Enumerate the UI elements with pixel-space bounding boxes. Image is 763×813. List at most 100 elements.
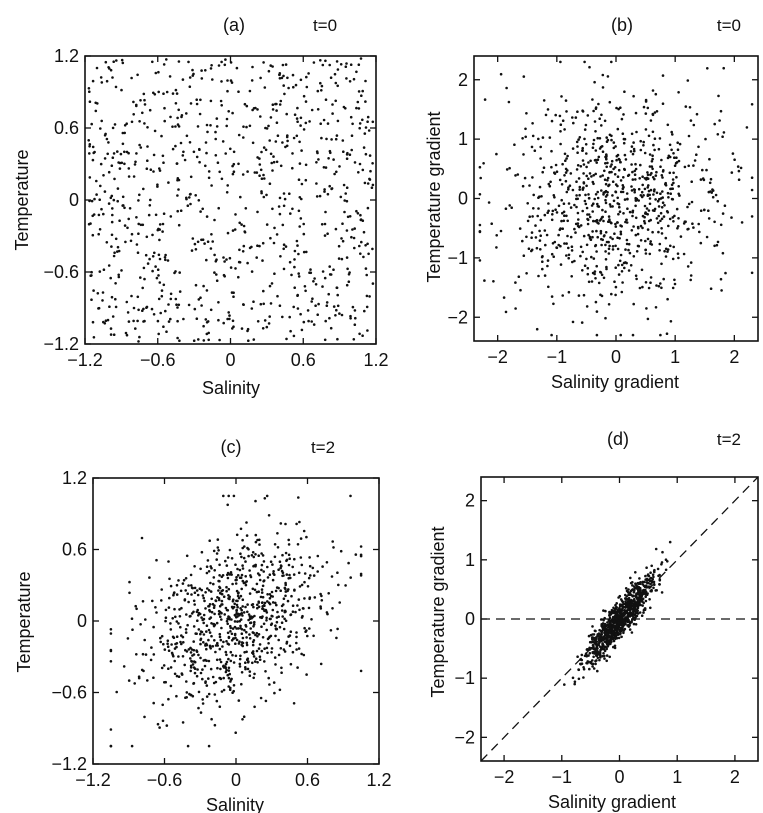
panel-c-point bbox=[239, 624, 242, 628]
panel-a-point bbox=[359, 218, 363, 222]
panel-c-point bbox=[209, 581, 212, 585]
panel-a-point bbox=[367, 252, 370, 256]
panel-b-point bbox=[718, 119, 721, 122]
panel-b-point bbox=[594, 277, 597, 280]
panel-c-point bbox=[135, 607, 138, 611]
panel-b-point bbox=[528, 215, 531, 218]
panel-b-point bbox=[550, 165, 553, 169]
panel-a-point bbox=[197, 338, 200, 341]
panel-a-point bbox=[330, 138, 333, 141]
panel-b-point bbox=[604, 231, 608, 234]
panel-b-point bbox=[617, 273, 621, 276]
panel-c-point bbox=[215, 621, 219, 625]
panel-a-point bbox=[335, 60, 339, 63]
panel-a-point bbox=[201, 207, 204, 211]
panel-a-point bbox=[163, 255, 167, 259]
panel-c-point bbox=[258, 538, 261, 542]
panel-b-point bbox=[677, 185, 680, 188]
panel-b-point bbox=[626, 197, 629, 201]
panel-c-point bbox=[232, 494, 236, 498]
panel-a-point bbox=[291, 73, 295, 77]
panel-d-point bbox=[590, 636, 594, 640]
panel-c-point bbox=[286, 599, 290, 603]
panel-c-point bbox=[227, 494, 230, 498]
panel-a-point bbox=[214, 137, 217, 141]
panel-a-point bbox=[286, 139, 289, 143]
panel-b-point bbox=[585, 243, 589, 247]
panel-a-point bbox=[188, 193, 192, 196]
panel-b-point bbox=[526, 219, 530, 223]
panel-b-point bbox=[552, 194, 556, 197]
panel-a-point bbox=[145, 306, 148, 310]
panel-c-point bbox=[177, 579, 180, 582]
panel-a-point bbox=[313, 277, 316, 280]
panel-b-point bbox=[730, 216, 733, 219]
panel-a-point bbox=[100, 119, 103, 123]
panel-a-point bbox=[165, 58, 168, 61]
panel-a-point bbox=[125, 122, 128, 125]
panel-d-point bbox=[598, 639, 602, 643]
panel-c-point bbox=[219, 592, 222, 595]
panel-b-point bbox=[576, 197, 579, 201]
panel-a-point bbox=[174, 144, 177, 148]
panel-b-point bbox=[644, 248, 647, 252]
panel-b-point bbox=[594, 244, 597, 248]
panel-a-point bbox=[90, 122, 93, 126]
panel-b-point bbox=[531, 122, 534, 125]
panel-a-point bbox=[274, 140, 278, 143]
panel-b-point bbox=[705, 168, 708, 172]
panel-b-point bbox=[632, 254, 636, 258]
panel-d-point bbox=[618, 617, 622, 620]
panel-c-point bbox=[269, 560, 273, 563]
panel-a-point bbox=[143, 98, 146, 102]
panel-c-point bbox=[252, 555, 256, 559]
panel-b-point bbox=[639, 239, 643, 242]
panel-c-point bbox=[171, 617, 174, 620]
panel-a-point bbox=[292, 334, 296, 338]
panel-c-point bbox=[160, 599, 163, 602]
panel-b-point bbox=[571, 320, 575, 324]
panel-c-ylabel: Temperature bbox=[14, 571, 34, 672]
panel-b-point bbox=[654, 92, 658, 96]
panel-c-point bbox=[302, 653, 306, 657]
panel-b-point bbox=[606, 176, 610, 180]
panel-c-point bbox=[180, 673, 184, 676]
panel-c-point bbox=[245, 650, 248, 654]
panel-c-point bbox=[239, 552, 242, 555]
panel-a-point bbox=[271, 108, 275, 111]
panel-c-point bbox=[272, 681, 276, 684]
panel-b-point bbox=[543, 274, 547, 277]
panel-b-xtick-label: 0 bbox=[611, 347, 621, 367]
panel-c-point bbox=[260, 588, 264, 591]
panel-c-point bbox=[278, 625, 282, 629]
panel-a-point bbox=[344, 192, 348, 195]
panel-b-point bbox=[567, 188, 570, 191]
panel-a-point bbox=[230, 81, 234, 84]
panel-c-point bbox=[167, 697, 170, 701]
panel-c-point bbox=[349, 494, 352, 498]
panel-c-point bbox=[254, 540, 258, 544]
panel-c-point bbox=[270, 647, 274, 650]
panel-c-point bbox=[300, 583, 304, 587]
panel-b-point bbox=[637, 199, 640, 202]
panel-b-point bbox=[672, 181, 675, 185]
panel-c-point bbox=[219, 667, 222, 671]
panel-c-point bbox=[199, 638, 202, 642]
panel-a-point bbox=[114, 297, 117, 301]
panel-a-point bbox=[283, 92, 286, 96]
panel-c-point bbox=[239, 594, 243, 598]
panel-a-point bbox=[198, 160, 201, 164]
panel-a-point bbox=[238, 221, 241, 225]
panel-b-point bbox=[537, 137, 540, 141]
panel-b-points bbox=[478, 60, 754, 337]
panel-b-point bbox=[508, 166, 511, 170]
panel-c-point bbox=[254, 533, 258, 537]
panel-b-point bbox=[651, 154, 654, 157]
panel-b-point bbox=[704, 137, 707, 141]
panel-b-point bbox=[649, 188, 653, 192]
panel-c-point bbox=[283, 610, 287, 614]
panel-c-point bbox=[239, 654, 242, 658]
panel-c-point bbox=[267, 514, 271, 517]
panel-b-point bbox=[721, 135, 724, 138]
